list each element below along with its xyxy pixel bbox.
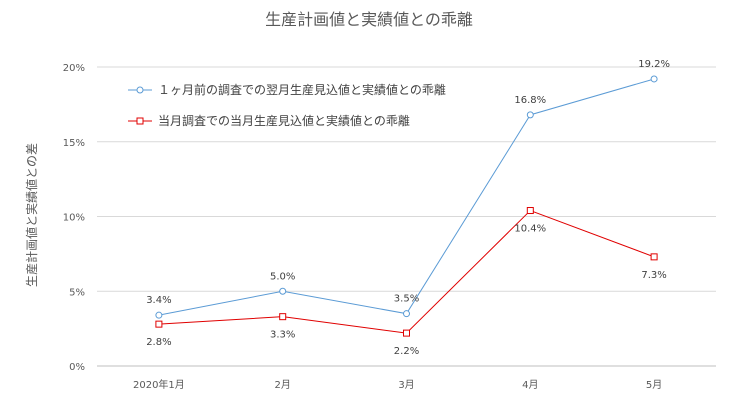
data-point [526,207,534,215]
data-point [403,329,410,337]
data-point [279,313,287,321]
legend-item-1: １ヶ月前の調査での翌月生産見込値と実績値との乖離 [128,82,446,97]
data-label: 19.2% [638,59,670,70]
legend-item-2: 当月調査での当月生産見込値と実績値との乖離 [128,113,410,128]
x-tick-label: 5月 [646,379,662,391]
y-tick-label: 10% [63,213,85,224]
data-point [403,310,410,318]
data-point [155,320,163,328]
legend-label: 当月調査での当月生産見込値と実績値との乖離 [158,113,410,128]
series-1: 3.4% 5.0% 3.5% 16.8% 19.2% [146,59,670,319]
data-point [155,311,163,319]
y-tick-label: 5% [69,287,85,298]
data-point [526,111,534,119]
data-point [279,287,287,295]
y-axis-ticks: 0% 5% 10% 15% 20% [63,63,85,373]
series-layer: 3.4% 5.0% 3.5% 16.8% 19.2% 2.8% 3.3% 2.2% 10.4% 7… [146,59,670,357]
x-tick-label: 3月 [398,379,414,391]
data-label: 3.3% [270,330,295,341]
data-label: 7.3% [641,270,666,281]
y-tick-label: 20% [63,63,85,74]
data-label: 2.8% [146,337,171,348]
x-axis-ticks: 2020年1月 2月 3月 4月 5月 [133,378,662,391]
y-axis-label: 生産計画値と実績値との差 [24,143,39,287]
data-label: 3.4% [146,295,171,306]
data-label: 10.4% [514,224,546,235]
data-label: 3.5% [394,294,419,305]
y-tick-label: 15% [63,138,85,149]
series-2: 2.8% 3.3% 2.2% 10.4% 7.3% [146,207,667,357]
legend: １ヶ月前の調査での翌月生産見込値と実績値との乖離当月調査での当月生産見込値と実績… [128,82,446,128]
x-tick-label: 4月 [522,379,538,391]
y-tick-label: 0% [69,362,85,373]
chart-title: 生産計画値と実績値との乖離 [265,10,473,29]
data-point [650,75,658,83]
data-point [650,253,658,261]
data-label: 5.0% [270,271,295,282]
gridlines [97,66,716,367]
legend-marker [136,86,144,94]
legend-label: １ヶ月前の調査での翌月生産見込値と実績値との乖離 [158,82,446,97]
legend-marker [136,117,144,125]
x-tick-label: 2月 [275,379,291,391]
x-tick-label: 2020年1月 [133,378,185,391]
data-label: 2.2% [394,346,419,357]
data-label: 16.8% [514,95,546,106]
